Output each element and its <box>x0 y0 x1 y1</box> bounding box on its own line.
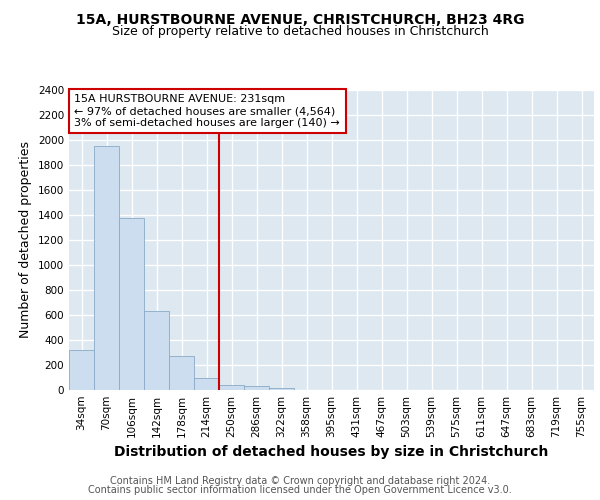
Text: Contains public sector information licensed under the Open Government Licence v3: Contains public sector information licen… <box>88 485 512 495</box>
Bar <box>194 378 219 390</box>
Bar <box>94 146 119 390</box>
Bar <box>219 385 244 390</box>
Text: 15A HURSTBOURNE AVENUE: 231sqm
← 97% of detached houses are smaller (4,564)
3% o: 15A HURSTBOURNE AVENUE: 231sqm ← 97% of … <box>74 94 340 128</box>
Bar <box>144 311 169 390</box>
Text: Size of property relative to detached houses in Christchurch: Size of property relative to detached ho… <box>112 25 488 38</box>
Bar <box>69 350 94 390</box>
Text: 15A, HURSTBOURNE AVENUE, CHRISTCHURCH, BH23 4RG: 15A, HURSTBOURNE AVENUE, CHRISTCHURCH, B… <box>76 12 524 26</box>
Bar <box>244 386 269 390</box>
Bar <box>119 218 144 390</box>
Text: Contains HM Land Registry data © Crown copyright and database right 2024.: Contains HM Land Registry data © Crown c… <box>110 476 490 486</box>
Bar <box>169 356 194 390</box>
Bar <box>269 388 294 390</box>
Y-axis label: Number of detached properties: Number of detached properties <box>19 142 32 338</box>
X-axis label: Distribution of detached houses by size in Christchurch: Distribution of detached houses by size … <box>115 446 548 460</box>
